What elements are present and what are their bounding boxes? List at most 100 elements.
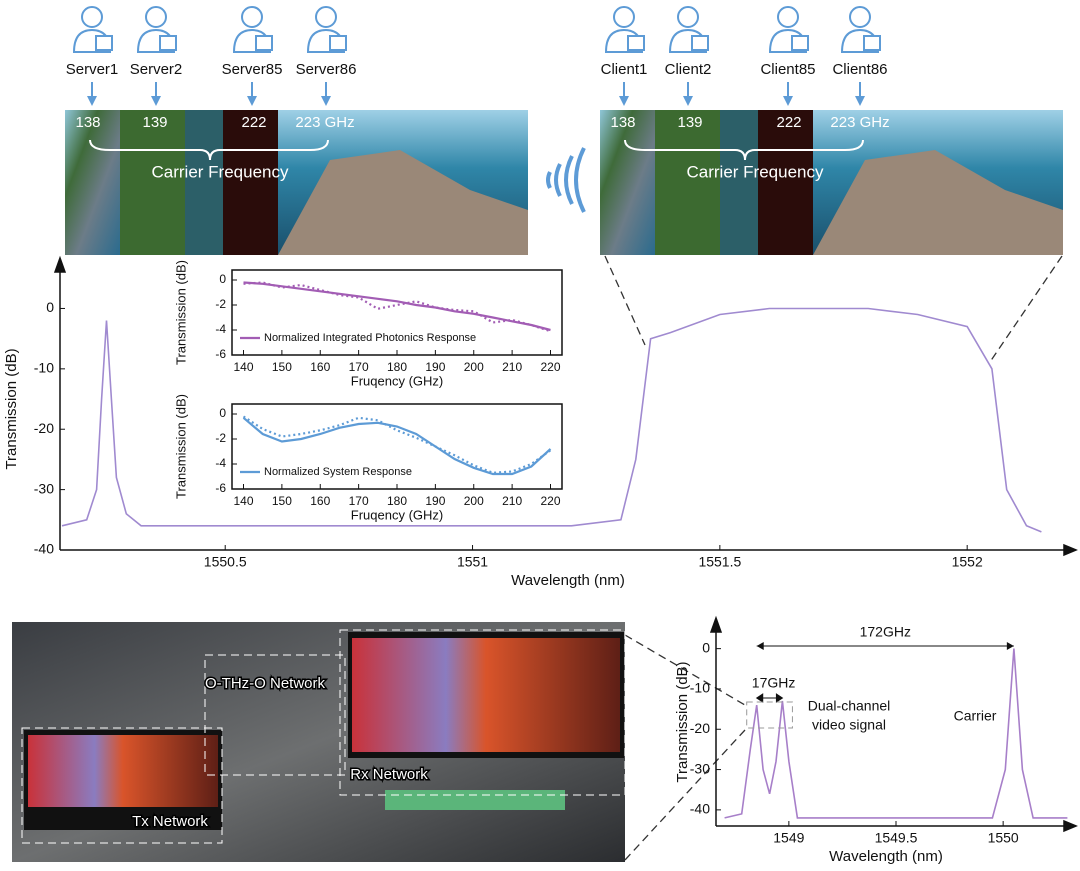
frequency-label: 138 [75,114,100,131]
x-tick-label: 220 [540,360,560,374]
arrow-head [855,96,865,106]
brace [89,139,329,161]
icon-head [677,6,699,28]
brace [624,139,864,161]
node-label: Client2 [665,61,712,78]
arrow-head [321,96,331,106]
icon-device [863,35,881,51]
photo-label: Tx Network [132,813,208,830]
y-tick-label: 0 [702,639,710,655]
y-tick-label: -10 [34,360,54,376]
y-tick-label: -30 [34,480,54,496]
annotation: Dual-channel [808,698,891,714]
icon-head [81,6,103,28]
wireless-symbol [546,147,586,213]
icon-head [145,6,167,28]
dimension-arrows [755,693,784,703]
y-axis-label: Transmission (dB) [173,260,188,365]
y-axis-label: Transmission (dB) [173,394,188,499]
arrow-head [783,96,793,106]
icon-device [627,35,645,51]
user-icon [604,6,645,53]
y-tick-label: -20 [34,420,54,436]
icon-head [613,6,635,28]
y-axis-label: Transmission (dB) [674,661,691,782]
x-axis-label: Wavelength (nm) [511,572,625,589]
photo-label: O-THz-O Network [205,675,326,692]
node-label: Client1 [601,61,648,78]
user-icon [136,6,177,53]
y-tick-label: -6 [215,481,226,495]
y-tick-label: -2 [215,297,226,311]
frequency-label: 139 [142,114,167,131]
x-tick-label: 1552 [952,554,983,570]
user-icon [840,6,881,53]
frequency-label: 223 GHz [830,114,889,131]
frequency-label: 223 GHz [295,114,354,131]
x-tick-label: 1550.5 [204,554,247,570]
x-tick-label: 170 [349,494,369,508]
user-icon [668,6,709,53]
x-tick-label: 1551 [457,554,488,570]
legend-label: Normalized System Response [264,466,412,478]
arrow-head [619,96,629,106]
node-label: Client85 [760,61,815,78]
series-line [61,307,1042,533]
y-tick-label: -4 [215,456,226,470]
y-tick-label: -30 [690,760,710,776]
photo-label: Rx Network [350,766,428,783]
arrow-head [247,96,257,106]
rx-image-strip [600,110,1063,255]
annotation: 17GHz [752,675,796,691]
tx-image-strip [65,110,528,255]
strip-caption: Carrier Frequency [152,162,289,181]
icon-device [791,35,809,51]
arrow-head [683,96,693,106]
frequency-label: 222 [776,114,801,131]
y-tick-label: -10 [690,680,710,696]
annotation: Carrier [954,708,997,724]
axes [53,255,1078,833]
annotation: 172GHz [860,624,911,640]
annotation: video signal [812,717,886,733]
frequency-label: 222 [241,114,266,131]
x-axis-label: Fruqency (GHz) [351,507,443,522]
node-label: Server85 [222,61,283,78]
node-label: Server86 [296,61,357,78]
icon-head [315,6,337,28]
y-tick-label: -6 [215,347,226,361]
icon-head [849,6,871,28]
x-tick-label: 150 [272,494,292,508]
node-label: Server1 [66,61,119,78]
x-tick-label: 150 [272,360,292,374]
x-tick-label: 1550 [988,830,1019,846]
icon-device [329,35,347,51]
y-tick-label: -2 [215,431,226,445]
series-line [243,281,551,333]
arrow-head [87,96,97,106]
strip-caption: Carrier Frequency [687,162,824,181]
icon-device [255,35,273,51]
user-icon [768,6,809,53]
icon-device [691,35,709,51]
x-tick-label: 1551.5 [698,554,741,570]
user-icon [72,6,113,53]
frequency-label: 139 [677,114,702,131]
y-tick-label: -20 [690,720,710,736]
x-axis-label: Wavelength (nm) [829,848,943,865]
x-tick-label: 1549.5 [875,830,918,846]
x-axis-label: Fruqency (GHz) [351,373,443,388]
series-line [724,648,1068,819]
icon-head [777,6,799,28]
y-tick-label: -40 [690,801,710,817]
lab-photo [12,622,626,862]
y-tick-label: 0 [219,406,226,420]
user-icon [306,6,347,53]
x-tick-label: 1549 [773,830,804,846]
x-tick-label: 140 [233,494,253,508]
legend-label: Normalized Integrated Photonics Response [264,332,476,344]
node-label: Client86 [832,61,887,78]
x-tick-label: 200 [464,494,484,508]
series-line [243,281,551,332]
x-tick-label: 190 [425,360,445,374]
